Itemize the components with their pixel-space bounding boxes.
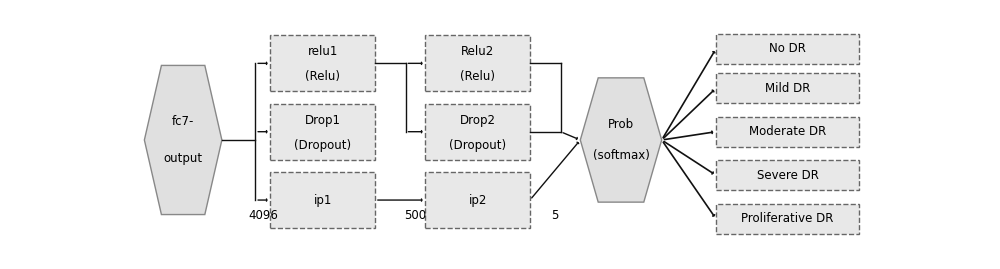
- FancyBboxPatch shape: [716, 73, 859, 103]
- FancyBboxPatch shape: [716, 160, 859, 190]
- Text: (Dropout): (Dropout): [449, 139, 506, 152]
- Polygon shape: [580, 78, 662, 202]
- FancyBboxPatch shape: [716, 34, 859, 64]
- Text: Severe DR: Severe DR: [757, 169, 819, 182]
- Text: ip1: ip1: [313, 194, 332, 207]
- Text: Moderate DR: Moderate DR: [749, 125, 826, 138]
- Text: Drop2: Drop2: [460, 114, 496, 127]
- FancyBboxPatch shape: [270, 104, 375, 160]
- Text: Prob: Prob: [608, 118, 634, 131]
- FancyBboxPatch shape: [270, 36, 375, 91]
- Text: output: output: [164, 152, 203, 165]
- Text: relu1: relu1: [307, 45, 338, 58]
- Text: (softmax): (softmax): [593, 149, 649, 162]
- Text: (Relu): (Relu): [460, 70, 495, 83]
- Text: 5: 5: [551, 209, 559, 222]
- FancyBboxPatch shape: [716, 117, 859, 147]
- Text: Mild DR: Mild DR: [765, 82, 810, 95]
- FancyBboxPatch shape: [270, 172, 375, 228]
- FancyBboxPatch shape: [716, 204, 859, 234]
- Text: Relu2: Relu2: [461, 45, 494, 58]
- Text: Proliferative DR: Proliferative DR: [741, 212, 834, 225]
- Text: No DR: No DR: [769, 42, 806, 55]
- Text: (Dropout): (Dropout): [294, 139, 351, 152]
- FancyBboxPatch shape: [425, 104, 530, 160]
- Text: ip2: ip2: [468, 194, 487, 207]
- FancyBboxPatch shape: [425, 36, 530, 91]
- Polygon shape: [144, 65, 222, 215]
- Text: 500: 500: [405, 209, 427, 222]
- FancyBboxPatch shape: [425, 172, 530, 228]
- Text: 4096: 4096: [248, 209, 278, 222]
- Text: fc7-: fc7-: [172, 115, 194, 128]
- Text: (Relu): (Relu): [305, 70, 340, 83]
- Text: Drop1: Drop1: [305, 114, 341, 127]
